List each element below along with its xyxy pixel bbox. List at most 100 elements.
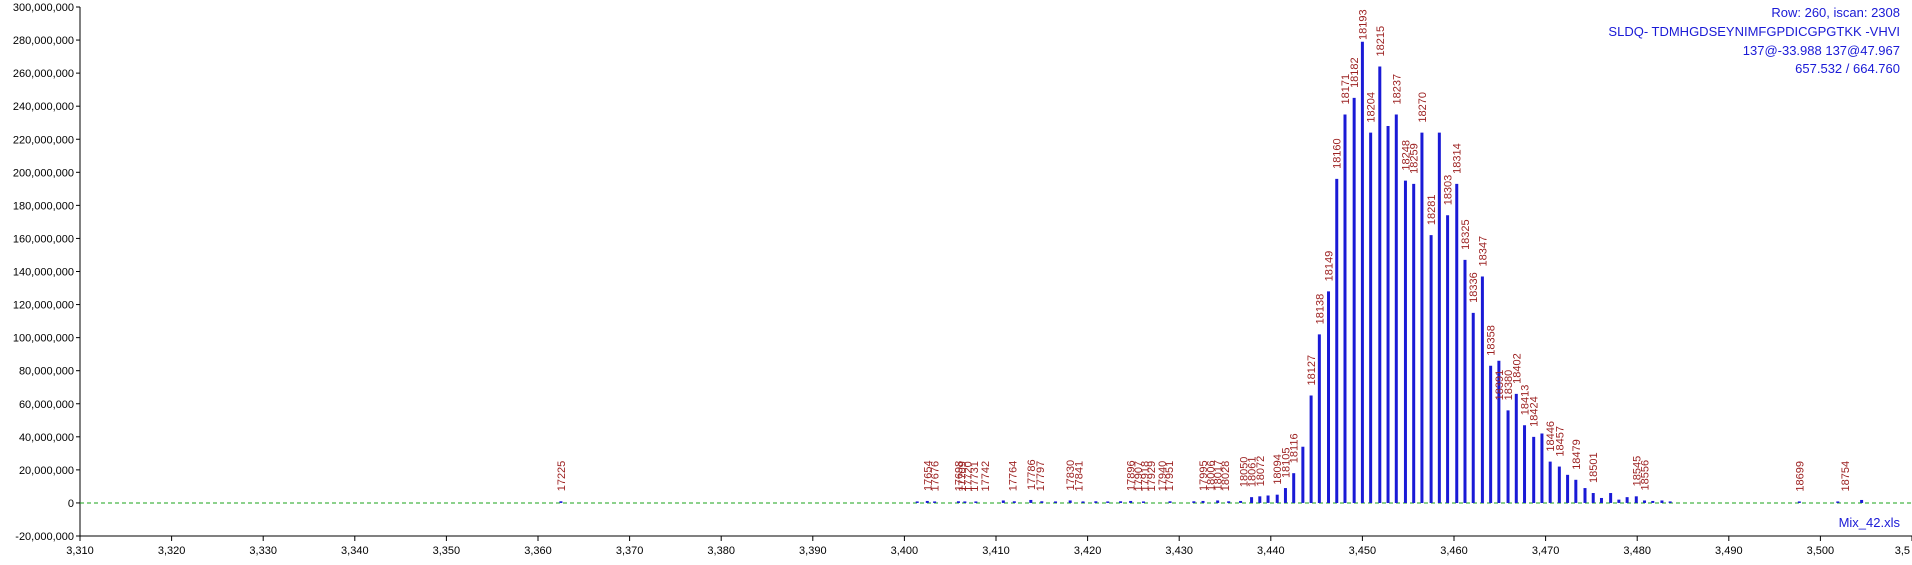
peak-label: 18072 [1255,456,1267,487]
peak-label: 18160 [1332,138,1344,169]
peak-label: 18248 [1400,140,1412,171]
peak-label: 18138 [1314,294,1326,325]
x-tick-label: 3,450 [1349,545,1377,557]
peak-label: 17797 [1035,461,1047,492]
peak-label: 18050 [1238,457,1250,488]
peak-label: 17929 [1146,461,1158,492]
y-tick-label: 220,000,000 [13,134,74,146]
x-tick-label: 3,380 [707,545,735,557]
y-tick-label: 240,000,000 [13,101,74,113]
peak-label: 18314 [1452,143,1464,174]
peak-label: 18204 [1366,92,1378,123]
peak-label: 18380 [1503,370,1515,401]
peak-label: 17995 [1198,460,1210,491]
peak-label: 18754 [1840,461,1852,492]
peak-label: 18094 [1272,454,1284,485]
header-line-sequence: SLDQ- TDMHGDSEYNIMFGPDICGPGTKK -VHVI [1608,24,1900,39]
x-tick-label: 3,360 [524,545,552,557]
header-line-mods: 137@-33.988 137@47.967 [1743,43,1900,58]
y-tick-label: 0 [68,498,74,510]
peak-label: 18556 [1640,460,1652,491]
peak-label: 17698 [953,461,965,492]
header-line-row: Row: 260, iscan: 2308 [1771,5,1900,20]
x-tick-label: 3,440 [1257,545,1285,557]
peak-label: 18006 [1205,460,1217,491]
y-tick-label: 280,000,000 [13,35,74,47]
peak-label: 17654 [922,460,934,491]
x-tick-label: 3,320 [158,545,186,557]
peak-label: 18215 [1375,26,1387,57]
y-tick-label: 120,000,000 [13,300,74,312]
x-tick-label: 3,340 [341,545,369,557]
peak-label: 18259 [1409,143,1421,174]
peak-label: 17830 [1065,460,1077,491]
peak-label: 18127 [1306,355,1318,386]
y-tick-label: 80,000,000 [19,366,74,378]
peak-label: 18182 [1349,57,1361,88]
peak-label: 17742 [980,461,992,492]
peak-label: 18171 [1340,74,1352,105]
peak-label: 18358 [1486,325,1498,356]
peak-label: 17786 [1026,459,1038,490]
x-tick-label: 3,5 [1895,545,1910,557]
peak-label: 17896 [1126,460,1138,491]
peak-label: 18017 [1213,460,1225,491]
x-tick-label: 3,420 [1074,545,1102,557]
x-tick-label: 3,390 [799,545,827,557]
y-tick-label: 160,000,000 [13,233,74,245]
header-line-mz: 657.532 / 664.760 [1795,61,1900,76]
y-tick-label: 20,000,000 [19,465,74,477]
peak-label: 18413 [1520,385,1532,416]
y-axis: -20,000,000 0 20,000,000 40,000,000 60,000,0… [13,2,81,543]
peak-label: 17940 [1157,461,1169,492]
peak-label: 18479 [1571,439,1583,470]
peak-label: 17720 [963,461,975,492]
peak-label: 18457 [1554,426,1566,457]
x-tick-label: 3,310 [66,545,94,557]
peak-label: 17731 [969,461,981,492]
peak-label: 17764 [1007,461,1019,492]
peak-label: 18303 [1443,175,1455,206]
peak-label: 17225 [556,461,568,492]
peak-label: 18545 [1631,456,1643,487]
header-info: Row: 260, iscan: 2308 SLDQ- TDMHGDSEYNIM… [1608,5,1900,76]
peak-label: 18237 [1391,74,1403,105]
peak-label: 18193 [1357,9,1369,40]
peak-label: 17676 [930,461,942,492]
peak-label: 18446 [1545,421,1557,452]
file-label: Mix_42.xls [1839,515,1901,530]
peak-label: 17841 [1073,461,1085,492]
peak-label: 18116 [1289,433,1301,463]
peak-label: 17918 [1139,461,1151,492]
peak-label: 17951 [1164,461,1176,492]
y-tick-label: 140,000,000 [13,267,74,279]
y-tick-label: -20,000,000 [15,531,74,543]
x-tick-label: 3,470 [1532,545,1560,557]
peak-label: 18424 [1529,396,1541,427]
peak-label: 17709 [957,461,969,492]
peak-label: 18149 [1324,251,1336,282]
y-tick-label: 300,000,000 [13,2,74,14]
x-tick-label: 3,460 [1440,545,1468,557]
peak-label: 18270 [1417,92,1429,123]
peak-label: 18391 [1494,370,1506,401]
peak-label: 18347 [1477,236,1489,267]
peak-label: 18281 [1426,195,1438,226]
x-tick-label: 3,400 [891,545,919,557]
peak-label: 18325 [1460,219,1472,250]
x-tick-label: 3,500 [1807,545,1835,557]
x-tick-label: 3,480 [1623,545,1651,557]
x-tick-label: 3,330 [249,545,277,557]
peak-label: 18501 [1588,452,1600,483]
y-tick-label: 100,000,000 [13,333,74,345]
peak-label: 18402 [1511,353,1523,384]
x-tick-label: 3,430 [1165,545,1193,557]
y-tick-label: 40,000,000 [19,432,74,444]
peak-label: 18028 [1220,461,1232,492]
y-tick-label: 180,000,000 [13,200,74,212]
y-tick-label: 200,000,000 [13,167,74,179]
y-tick-label: 260,000,000 [13,68,74,80]
